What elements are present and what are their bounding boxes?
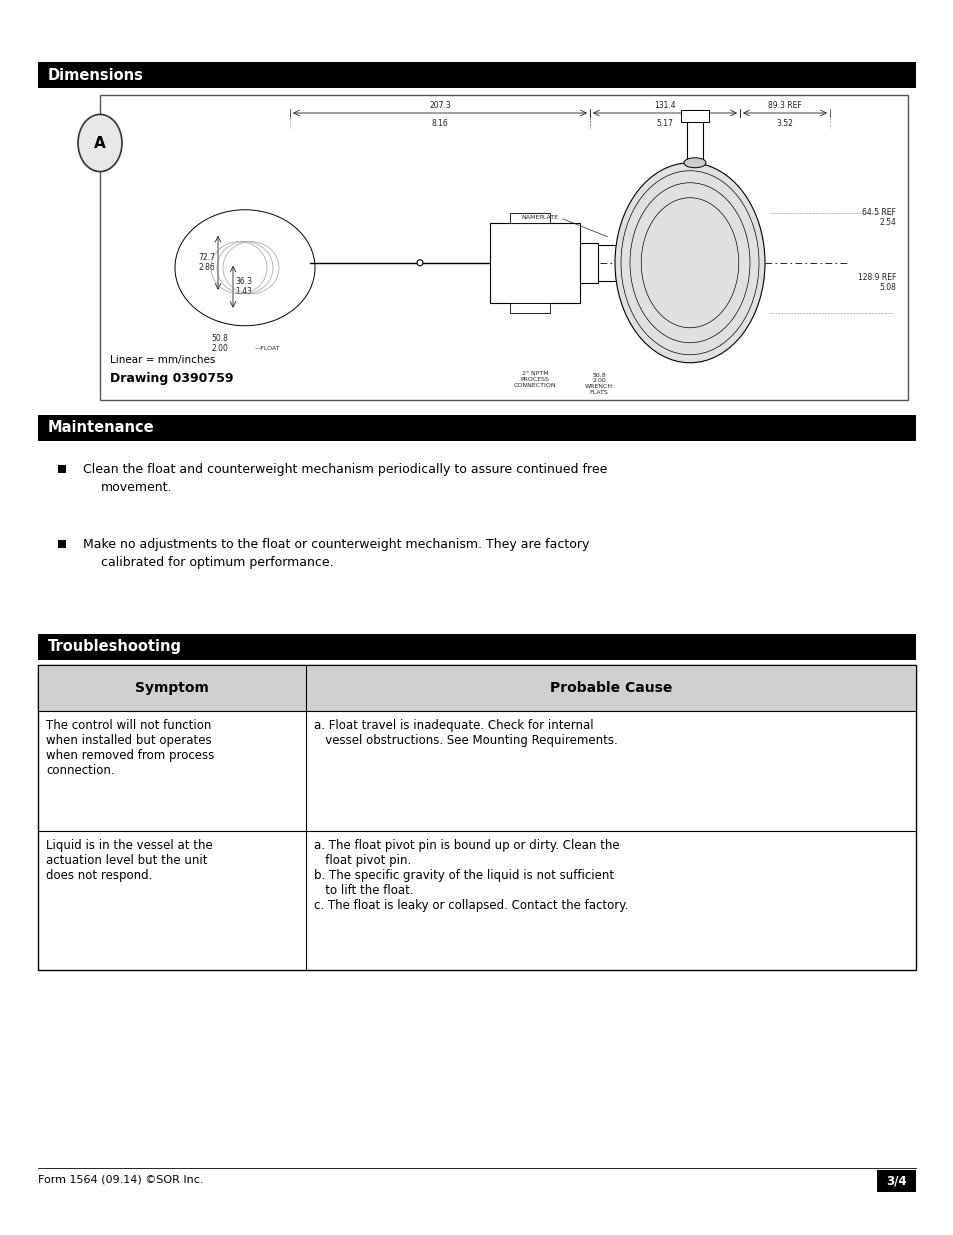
Text: a. Float travel is inadequate. Check for internal
   vessel obstructions. See Mo: a. Float travel is inadequate. Check for… — [314, 719, 618, 747]
Text: calibrated for optimum performance.: calibrated for optimum performance. — [101, 556, 334, 569]
Text: 64.5 REF
2.54: 64.5 REF 2.54 — [862, 207, 895, 227]
Text: Troubleshooting: Troubleshooting — [48, 640, 182, 655]
Bar — [58, 466, 66, 473]
Text: 36.3
1.43: 36.3 1.43 — [234, 277, 252, 296]
Bar — [510, 212, 550, 222]
Bar — [680, 110, 708, 122]
Ellipse shape — [78, 115, 122, 172]
Text: 131.4: 131.4 — [654, 101, 675, 110]
Text: Make no adjustments to the float or counterweight mechanism. They are factory: Make no adjustments to the float or coun… — [83, 538, 589, 551]
Text: 50.8
2.00: 50.8 2.00 — [212, 333, 228, 353]
Bar — [38, 664, 915, 711]
Bar — [38, 62, 915, 88]
Bar — [58, 540, 66, 548]
Text: Clean the float and counterweight mechanism periodically to assure continued fre: Clean the float and counterweight mechan… — [83, 463, 607, 475]
Text: 50.8
2.00
WRENCH
FLATS: 50.8 2.00 WRENCH FLATS — [584, 373, 613, 395]
Text: 128.9 REF
5.08: 128.9 REF 5.08 — [857, 273, 895, 293]
Text: Form 1564 (09.14) ©SOR Inc.: Form 1564 (09.14) ©SOR Inc. — [38, 1174, 203, 1186]
Bar — [38, 664, 915, 969]
Text: 3/4: 3/4 — [885, 1174, 906, 1188]
Bar — [38, 634, 915, 659]
Bar — [579, 243, 598, 283]
Text: 89.3 REF: 89.3 REF — [767, 101, 801, 110]
Text: 8.16: 8.16 — [431, 119, 448, 128]
Bar — [490, 222, 579, 303]
Ellipse shape — [174, 210, 314, 326]
Ellipse shape — [683, 158, 705, 168]
Text: 5.17: 5.17 — [656, 119, 673, 128]
Bar — [686, 110, 702, 163]
Text: Liquid is in the vessel at the
actuation level but the unit
does not respond.: Liquid is in the vessel at the actuation… — [46, 839, 213, 882]
Text: 2" NPTM
PROCESS
CONNECTION: 2" NPTM PROCESS CONNECTION — [513, 372, 556, 388]
Text: movement.: movement. — [101, 480, 172, 494]
Text: Drawing 0390759: Drawing 0390759 — [110, 372, 233, 385]
Text: 3.52: 3.52 — [776, 119, 793, 128]
Text: —FLOAT: —FLOAT — [254, 346, 280, 351]
Text: a. The float pivot pin is bound up or dirty. Clean the
   float pivot pin.
b. Th: a. The float pivot pin is bound up or di… — [314, 839, 628, 911]
Text: NAMEPLATE: NAMEPLATE — [520, 215, 558, 220]
Text: Probable Cause: Probable Cause — [549, 680, 672, 695]
Text: A: A — [94, 136, 106, 151]
Text: 207.3: 207.3 — [429, 101, 451, 110]
Ellipse shape — [416, 259, 422, 266]
Bar — [876, 1170, 915, 1192]
Bar — [38, 415, 915, 441]
Bar — [510, 303, 550, 312]
Text: Symptom: Symptom — [135, 680, 209, 695]
Text: Linear = mm/inches: Linear = mm/inches — [110, 354, 215, 366]
Ellipse shape — [615, 163, 764, 363]
Bar — [100, 95, 907, 400]
Text: 72.7
2.86: 72.7 2.86 — [198, 253, 214, 273]
Text: Dimensions: Dimensions — [48, 68, 144, 83]
Text: Maintenance: Maintenance — [48, 420, 154, 436]
Text: The control will not function
when installed but operates
when removed from proc: The control will not function when insta… — [46, 719, 214, 777]
